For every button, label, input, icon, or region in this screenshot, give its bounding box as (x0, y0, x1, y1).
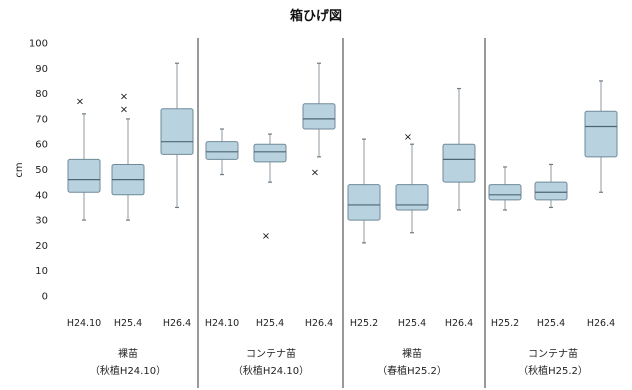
x-tick-label: H24.10 (67, 318, 101, 329)
x-tick-label: H26.4 (305, 318, 333, 329)
box-2-3: × (302, 62, 336, 179)
x-tick-label: H25.2 (350, 318, 378, 329)
y-axis: 0 10 20 30 40 50 60 70 80 90 100 (29, 39, 48, 303)
x-tick-label: H26.4 (587, 318, 615, 329)
outlier-marker: × (120, 104, 128, 115)
x-tick-label: H25.2 (491, 318, 519, 329)
iqr-box (302, 103, 336, 130)
x-axis: H24.10 H25.4 H26.4 H24.10 H25.4 H26.4 H25.2 H25… (67, 318, 615, 329)
iqr-box (584, 110, 618, 158)
iqr-box (534, 181, 568, 201)
box-4-1 (488, 166, 522, 211)
group-labels: 裸苗 （秋植H24.10） コンテナ苗 （秋植H24.10） 裸苗 （春植H25.2） コン… (90, 347, 588, 377)
y-tick-label: 40 (35, 190, 48, 201)
group-label-line2: （秋植H24.10） (233, 364, 309, 377)
x-tick-label: H24.10 (205, 318, 239, 329)
outlier-marker: × (76, 97, 84, 108)
outlier-marker: × (262, 231, 270, 242)
box-3-1 (347, 138, 381, 244)
group-label-line2: （秋植H24.10） (90, 364, 166, 377)
group-dividers (197, 38, 486, 388)
box-3-3 (442, 87, 476, 211)
y-tick-label: 10 (35, 266, 48, 277)
x-tick-label: H25.4 (256, 318, 284, 329)
y-tick-label: 60 (35, 140, 48, 151)
group-label-line1: コンテナ苗 (528, 348, 578, 360)
iqr-box (205, 141, 239, 160)
group-label-line1: コンテナ苗 (246, 348, 296, 360)
x-tick-label: H25.4 (398, 318, 426, 329)
iqr-box (253, 143, 287, 163)
box-1-3 (160, 62, 194, 209)
group-label-line1: 裸苗 (118, 347, 138, 360)
chart-title: 箱ひげ図 (290, 8, 342, 24)
y-axis-label: cm (14, 162, 25, 177)
box-4-3 (584, 80, 618, 193)
box-2-2: × (253, 133, 287, 242)
group-label-line2: （秋植H25.2） (518, 364, 588, 377)
box-2-1 (205, 128, 239, 176)
box-3-2: × (395, 132, 429, 234)
x-tick-label: H25.4 (114, 318, 142, 329)
iqr-box (442, 143, 476, 183)
box-1-2: ×× (111, 92, 145, 221)
y-tick-label: 50 (35, 165, 48, 176)
outlier-marker: × (404, 132, 412, 143)
y-tick-label: 80 (35, 89, 48, 100)
y-tick-label: 0 (42, 292, 48, 303)
iqr-box (347, 184, 381, 221)
iqr-box (395, 184, 429, 211)
x-tick-label: H26.4 (445, 318, 473, 329)
box-4-2 (534, 163, 568, 209)
iqr-box (488, 184, 522, 201)
x-tick-label: H26.4 (163, 318, 191, 329)
y-tick-label: 90 (35, 64, 48, 75)
y-tick-label: 100 (29, 39, 48, 50)
x-tick-label: H25.4 (537, 318, 565, 329)
y-tick-label: 20 (35, 241, 48, 252)
group-label-line2: （春植H25.2） (377, 364, 447, 377)
iqr-box (160, 108, 194, 155)
plot-area: ×××××× (67, 62, 618, 244)
box-1-1: × (67, 97, 101, 221)
outlier-marker: × (120, 92, 128, 103)
iqr-box (67, 158, 101, 193)
outlier-marker: × (311, 168, 319, 179)
y-tick-label: 70 (35, 114, 48, 125)
group-label-line1: 裸苗 (402, 347, 422, 360)
y-tick-label: 30 (35, 216, 48, 227)
